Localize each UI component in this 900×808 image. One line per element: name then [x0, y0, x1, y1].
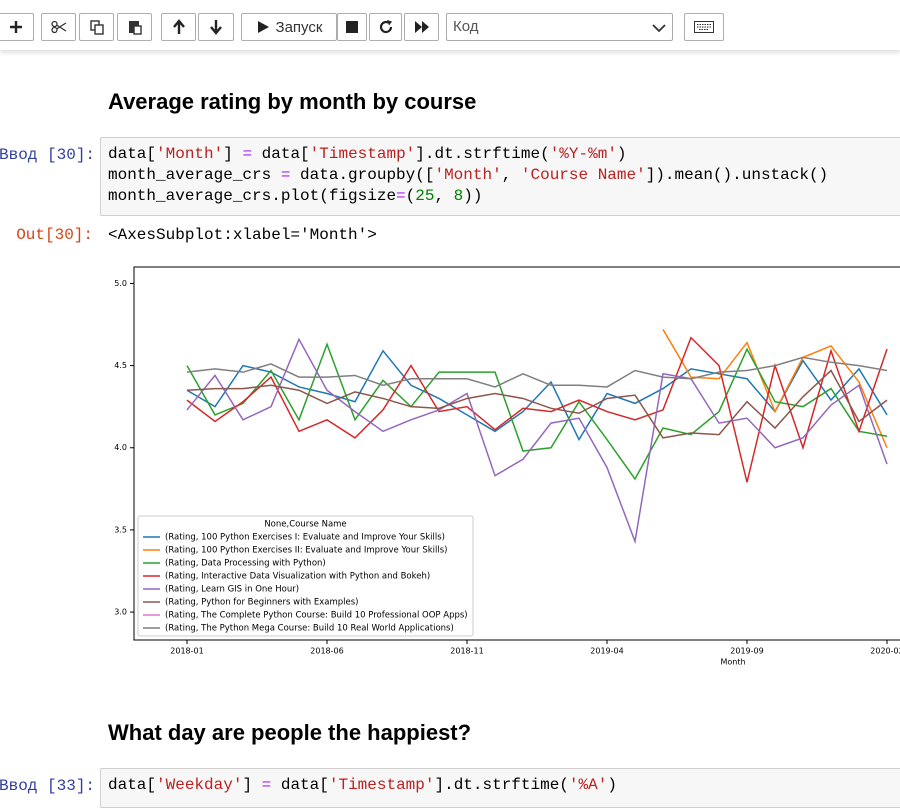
run-label: Запуск	[275, 18, 323, 36]
run-all-button[interactable]	[404, 13, 439, 41]
legend-label: (Rating, Interactive Data Visualization …	[165, 572, 430, 582]
code-token: '%Y-%m'	[549, 145, 617, 163]
code-token: 'Course Name'	[520, 166, 646, 184]
code-token: ))	[463, 187, 483, 205]
y-tick-label: 5.0	[114, 279, 127, 288]
code-cell[interactable]: data['Month'] = data['Timestamp'].dt.str…	[100, 137, 900, 216]
x-tick-label: 2018-06	[310, 647, 343, 656]
code-token: 'Month'	[156, 145, 224, 163]
y-tick-label: 3.0	[114, 608, 127, 617]
code-token: ]	[223, 145, 243, 163]
code-line: data['Weekday'] = data['Timestamp'].dt.s…	[108, 775, 893, 796]
chart: 3.0 3.5 4.0 4.5 5.0 2018-01 2018-06 2018-11 2019…	[114, 266, 900, 667]
x-tick-label: 2018-01	[170, 647, 203, 656]
series-line	[186, 349, 888, 442]
code-token: '%A'	[568, 776, 608, 794]
stop-button[interactable]	[337, 13, 367, 41]
input-prompt: Ввод [33]:	[0, 777, 96, 795]
legend-label: (Rating, 100 Python Exercises I: Evaluat…	[165, 533, 445, 543]
code-token: )	[607, 776, 617, 794]
code-token: data[	[271, 776, 329, 794]
x-tick-label: 2019-04	[590, 647, 623, 656]
move-up-button[interactable]	[161, 13, 196, 41]
cell-type-label: Код	[453, 18, 479, 35]
legend-label: (Rating, Data Processing with Python)	[165, 559, 326, 569]
series-line	[186, 337, 888, 545]
cell-type-select[interactable]: Код	[446, 13, 673, 41]
code-token: data[	[108, 145, 157, 163]
legend-label: (Rating, The Complete Python Course: Bui…	[165, 611, 468, 621]
x-tick-label: 2020-02	[870, 647, 900, 656]
series-line	[186, 356, 888, 388]
code-token: data[	[252, 145, 310, 163]
code-token: ,	[501, 166, 521, 184]
series-line	[186, 342, 888, 481]
code-token: ,	[434, 187, 454, 205]
code-line: month_average_crs = data.groupby(['Month…	[108, 165, 893, 186]
code-token: data.groupby([	[290, 166, 435, 184]
code-token: 'Timestamp'	[328, 776, 435, 794]
input-prompt: Ввод [30]:	[0, 146, 96, 164]
x-tick-label: 2019-09	[730, 647, 763, 656]
section-heading: What day are people the happiest?	[108, 720, 472, 745]
code-token: =	[261, 776, 272, 794]
restart-button[interactable]	[369, 13, 402, 41]
paste-button[interactable]	[117, 13, 152, 41]
code-token: month_average_crs	[108, 166, 281, 184]
code-token: ]).mean().unstack()	[645, 166, 829, 184]
legend-label: (Rating, 100 Python Exercises II: Evalua…	[165, 546, 447, 556]
code-line: data['Month'] = data['Timestamp'].dt.str…	[108, 144, 893, 165]
code-token: )	[616, 145, 627, 163]
code-token: 25	[415, 187, 435, 205]
legend-title: None,Course Name	[264, 520, 346, 530]
code-line: month_average_crs.plot(figsize=(25, 8))	[108, 186, 893, 207]
code-token: ].dt.strftime(	[434, 776, 569, 794]
keyboard-button[interactable]	[684, 13, 724, 41]
code-token: (	[405, 187, 416, 205]
code-token: 'Month'	[434, 166, 502, 184]
y-tick-label: 4.5	[114, 361, 127, 370]
y-tick-label: 4.0	[114, 443, 127, 452]
output-text: <AxesSubplot:xlabel='Month'>	[108, 226, 377, 244]
code-token: =	[242, 145, 253, 163]
toolbar: Запуск Код	[0, 6, 900, 50]
series-line	[186, 336, 888, 483]
code-token: 8	[453, 187, 464, 205]
code-token: month_average_crs.plot(figsize	[108, 187, 397, 205]
code-token: data[	[108, 776, 157, 794]
y-tick-label: 3.5	[114, 525, 127, 534]
code-token: 'Timestamp'	[309, 145, 416, 163]
code-token: 'Weekday'	[156, 776, 243, 794]
insert-cell-button[interactable]	[0, 13, 34, 41]
cut-button[interactable]	[41, 13, 76, 41]
legend-label: (Rating, Python for Beginners with Examp…	[165, 598, 358, 608]
code-token: =	[280, 166, 291, 184]
move-down-button[interactable]	[198, 13, 234, 41]
code-token: =	[396, 187, 406, 205]
code-cell[interactable]: data['Weekday'] = data['Timestamp'].dt.s…	[100, 768, 900, 808]
run-button[interactable]: Запуск	[241, 13, 337, 41]
series-line	[186, 369, 888, 439]
section-heading: Average rating by month by course	[108, 89, 477, 114]
code-token: ]	[242, 776, 262, 794]
series-line	[662, 329, 888, 449]
copy-button[interactable]	[79, 13, 114, 41]
legend-box	[137, 515, 474, 637]
legend-label: (Rating, Learn GIS in One Hour)	[165, 585, 299, 595]
x-axis-label: Month	[720, 658, 745, 667]
output-prompt: Out[30]:	[16, 226, 93, 244]
code-token: ].dt.strftime(	[415, 145, 550, 163]
legend-label: (Rating, The Python Mega Course: Build 1…	[165, 624, 454, 634]
x-tick-label: 2018-11	[450, 647, 483, 656]
